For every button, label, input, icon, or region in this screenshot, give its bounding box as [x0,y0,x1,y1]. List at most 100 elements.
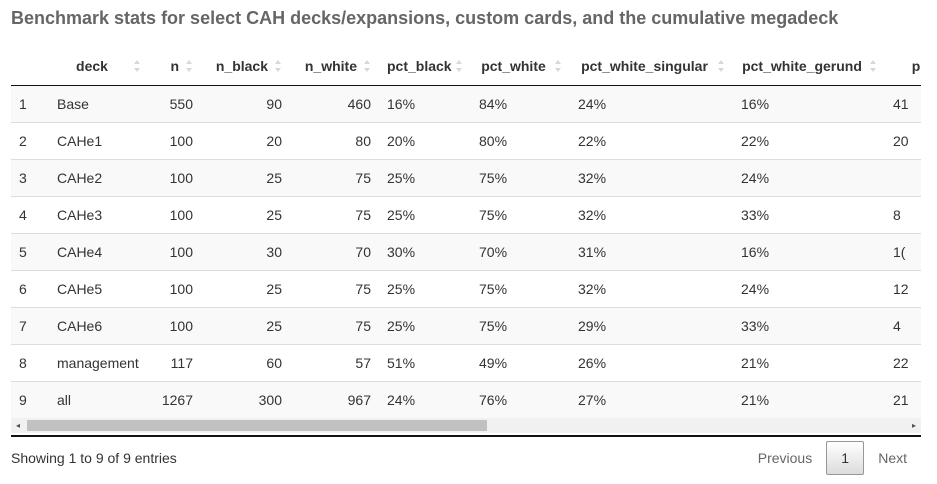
table-body: 1 Base 550 90 460 16% 84% 24% 16% 41 2 CAHe1 100 20 80… [11,85,921,418]
cell-pct-white: 75% [471,196,570,234]
scroll-left-arrow-icon[interactable]: ◂ [15,421,20,430]
cell-pct-black: 25% [379,196,471,234]
sort-icon [133,59,141,73]
cell-pct-white-gerund: 22% [733,122,885,160]
row-index: 6 [11,270,49,308]
cell-pct-black: 30% [379,233,471,271]
cell-pct-white-gerund: 16% [733,85,885,123]
row-index: 9 [11,381,49,418]
table-info: Showing 1 to 9 of 9 entries [11,450,177,466]
cell-n: 100 [149,196,201,234]
cell-pct-black: 16% [379,85,471,123]
cell-n-white: 75 [290,307,379,345]
row-index: 5 [11,233,49,271]
cell-deck: CAHe2 [49,159,149,197]
table-row[interactable]: 9 all 1267 300 967 24% 76% 27% 21% 21 [11,381,921,418]
column-header-label: deck [76,57,108,74]
column-header-n[interactable]: n [149,46,201,86]
table-row[interactable]: 4 CAHe3 100 25 75 25% 75% 32% 33% 8 [11,196,921,234]
table-bottom-rule [11,435,921,437]
sort-icon [455,59,463,73]
cell-n-white: 80 [290,122,379,160]
cell-n-black: 90 [201,85,290,123]
cell-n-white: 75 [290,196,379,234]
cell-pct-black: 20% [379,122,471,160]
cell-n-white: 967 [290,381,379,418]
row-index: 7 [11,307,49,345]
column-header-label: pct_white_singular [581,57,708,74]
cell-deck: CAHe5 [49,270,149,308]
cell-deck: CAHe3 [49,196,149,234]
cell-pct-white-singular: 32% [570,270,733,308]
column-header-label: pct_white [481,57,546,74]
cell-n-black: 25 [201,270,290,308]
cell-partial: 41 [885,85,921,123]
cell-pct-white-singular: 29% [570,307,733,345]
cell-pct-white-singular: 27% [570,381,733,418]
cell-pct-white: 84% [471,85,570,123]
data-table: deck n n_black n_white pct_black [11,46,921,418]
row-index: 3 [11,159,49,197]
cell-n-black: 60 [201,344,290,382]
cell-n-white: 57 [290,344,379,382]
sort-icon [363,59,371,73]
cell-pct-black: 25% [379,270,471,308]
cell-pct-white-singular: 31% [570,233,733,271]
cell-pct-white-gerund: 16% [733,233,885,271]
cell-deck: CAHe1 [49,122,149,160]
cell-pct-white-singular: 26% [570,344,733,382]
column-header-n-white[interactable]: n_white [290,46,379,86]
cell-n-white: 75 [290,270,379,308]
cell-deck: CAHe4 [49,233,149,271]
column-header-label: n [170,57,179,74]
cell-n-black: 25 [201,159,290,197]
cell-n-black: 300 [201,381,290,418]
column-header-pct-white[interactable]: pct_white [471,46,570,86]
next-button[interactable]: Next [878,450,907,466]
table-row[interactable]: 7 CAHe6 100 25 75 25% 75% 29% 33% 4 [11,307,921,345]
scrollbar-thumb[interactable] [27,420,487,431]
cell-pct-black: 24% [379,381,471,418]
page-1-button[interactable]: 1 [826,441,865,475]
column-header-n-black[interactable]: n_black [201,46,290,86]
column-header-label: pct_black [387,57,452,74]
cell-n: 100 [149,122,201,160]
column-header-pct-black[interactable]: pct_black [379,46,471,86]
column-header-partial[interactable]: p [885,46,921,86]
cell-n: 550 [149,85,201,123]
previous-button[interactable]: Previous [757,450,813,466]
cell-partial: 1( [885,233,921,271]
row-index: 2 [11,122,49,160]
row-index: 4 [11,196,49,234]
column-header-pct-white-singular[interactable]: pct_white_singular [570,46,733,86]
cell-n-black: 30 [201,233,290,271]
cell-partial: 8 [885,196,921,234]
cell-partial [885,159,921,197]
table-row[interactable]: 5 CAHe4 100 30 70 30% 70% 31% 16% 1( [11,233,921,271]
cell-pct-white: 80% [471,122,570,160]
table-row[interactable]: 8 management 117 60 57 51% 49% 26% 21% 22 [11,344,921,382]
cell-pct-white: 49% [471,344,570,382]
scroll-right-arrow-icon[interactable]: ▸ [911,421,916,430]
table-row[interactable]: 2 CAHe1 100 20 80 20% 80% 22% 22% 20 [11,122,921,160]
sort-icon [717,59,725,73]
table-row[interactable]: 1 Base 550 90 460 16% 84% 24% 16% 41 [11,85,921,123]
column-header-pct-white-gerund[interactable]: pct_white_gerund [733,46,885,86]
table-row[interactable]: 6 CAHe5 100 25 75 25% 75% 32% 24% 12 [11,270,921,308]
cell-pct-white-gerund: 24% [733,270,885,308]
cell-pct-white-singular: 32% [570,196,733,234]
column-header-deck[interactable]: deck [49,46,149,86]
cell-deck: Base [49,85,149,123]
cell-pct-white-singular: 24% [570,85,733,123]
cell-pct-white: 75% [471,307,570,345]
column-header-label: pct_white_gerund [742,57,862,74]
column-header-label: p [911,57,921,74]
table-row[interactable]: 3 CAHe2 100 25 75 25% 75% 32% 24% [11,159,921,197]
sort-icon [274,59,282,73]
column-header-index [11,46,49,86]
cell-n: 100 [149,233,201,271]
data-table-scroll-area[interactable]: deck n n_black n_white pct_black [11,46,921,437]
horizontal-scrollbar[interactable]: ◂ ▸ [11,418,921,433]
cell-pct-black: 25% [379,159,471,197]
sort-icon [185,59,193,73]
